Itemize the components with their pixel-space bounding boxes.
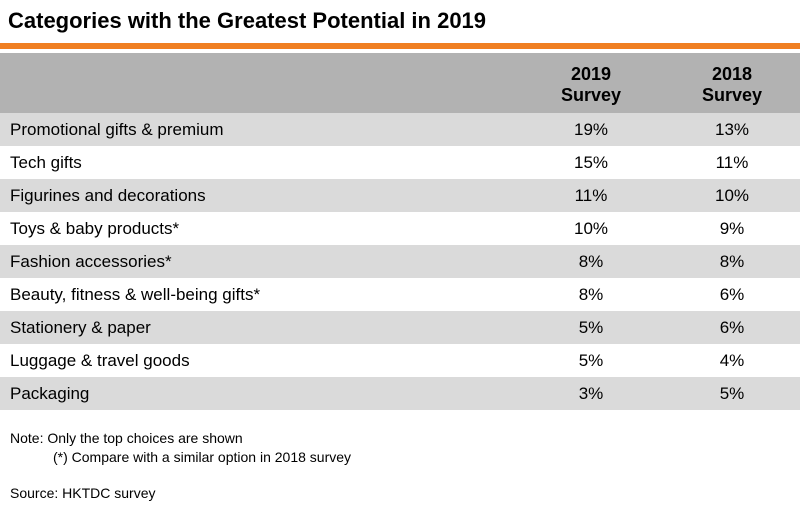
category-cell: Fashion accessories*	[10, 251, 172, 271]
value-2018-cell: 9%	[719, 218, 745, 238]
value-2018-cell: 6%	[719, 317, 745, 337]
value-2019-cell: 8%	[578, 284, 604, 304]
table-header-row: 2019 Survey 2018 Survey	[0, 53, 800, 113]
table-row: Figurines and decorations 11% 10%	[0, 179, 800, 212]
note-line: Note: Only the top choices are shown	[10, 430, 243, 446]
category-cell: Figurines and decorations	[10, 185, 206, 205]
value-2018-cell: 5%	[719, 383, 745, 403]
header-2018-line1: 2018	[711, 64, 753, 84]
header-category	[0, 53, 518, 113]
value-2019-cell: 10%	[573, 218, 609, 238]
value-2018-cell: 11%	[715, 152, 749, 172]
value-2019-cell: 11%	[574, 185, 608, 205]
value-2018-cell: 6%	[719, 284, 745, 304]
category-cell: Tech gifts	[10, 152, 82, 172]
value-2019-cell: 8%	[578, 251, 604, 271]
value-2019-cell: 5%	[578, 350, 604, 370]
table-row: Luggage & travel goods 5% 4%	[0, 344, 800, 377]
header-2018-line2: Survey	[701, 85, 763, 105]
title-accent-rule	[0, 43, 800, 49]
table-row: Promotional gifts & premium 19% 13%	[0, 113, 800, 146]
category-cell: Promotional gifts & premium	[10, 119, 224, 139]
table-row: Fashion accessories* 8% 8%	[0, 245, 800, 278]
footnotes: Note: Only the top choices are shown (*)…	[10, 429, 351, 467]
value-2018-cell: 13%	[714, 119, 750, 139]
category-cell: Toys & baby products*	[10, 218, 180, 238]
category-cell: Packaging	[10, 383, 90, 403]
table-body: Promotional gifts & premium 19% 13% Tech gi…	[0, 113, 800, 410]
table-row: Beauty, fitness & well-being gifts* 8% 6%	[0, 278, 800, 311]
category-cell: Stationery & paper	[10, 317, 151, 337]
header-2018-survey: 2018 Survey	[664, 53, 800, 113]
table-row: Tech gifts 15% 11%	[0, 146, 800, 179]
category-cell: Luggage & travel goods	[10, 350, 190, 370]
table-row: Toys & baby products* 10% 9%	[0, 212, 800, 245]
value-2018-cell: 4%	[719, 350, 745, 370]
header-2019-survey: 2019 Survey	[518, 53, 664, 113]
table-row: Stationery & paper 5% 6%	[0, 311, 800, 344]
note-line-comparison: (*) Compare with a similar option in 201…	[53, 449, 352, 465]
value-2019-cell: 19%	[573, 119, 609, 139]
header-2019-line1: 2019	[570, 64, 612, 84]
value-2018-cell: 8%	[719, 251, 745, 271]
value-2018-cell: 10%	[714, 185, 750, 205]
chart-title: Categories with the Greatest Potential i…	[8, 8, 487, 33]
category-cell: Beauty, fitness & well-being gifts*	[10, 284, 261, 304]
table-row: Packaging 3% 5%	[0, 377, 800, 410]
value-2019-cell: 3%	[578, 383, 604, 403]
data-table: 2019 Survey 2018 Survey Promotional gift…	[0, 53, 800, 410]
value-2019-cell: 15%	[573, 152, 609, 172]
value-2019-cell: 5%	[578, 317, 604, 337]
header-2019-line2: Survey	[560, 85, 622, 105]
source-note: Source: HKTDC survey	[10, 485, 156, 501]
